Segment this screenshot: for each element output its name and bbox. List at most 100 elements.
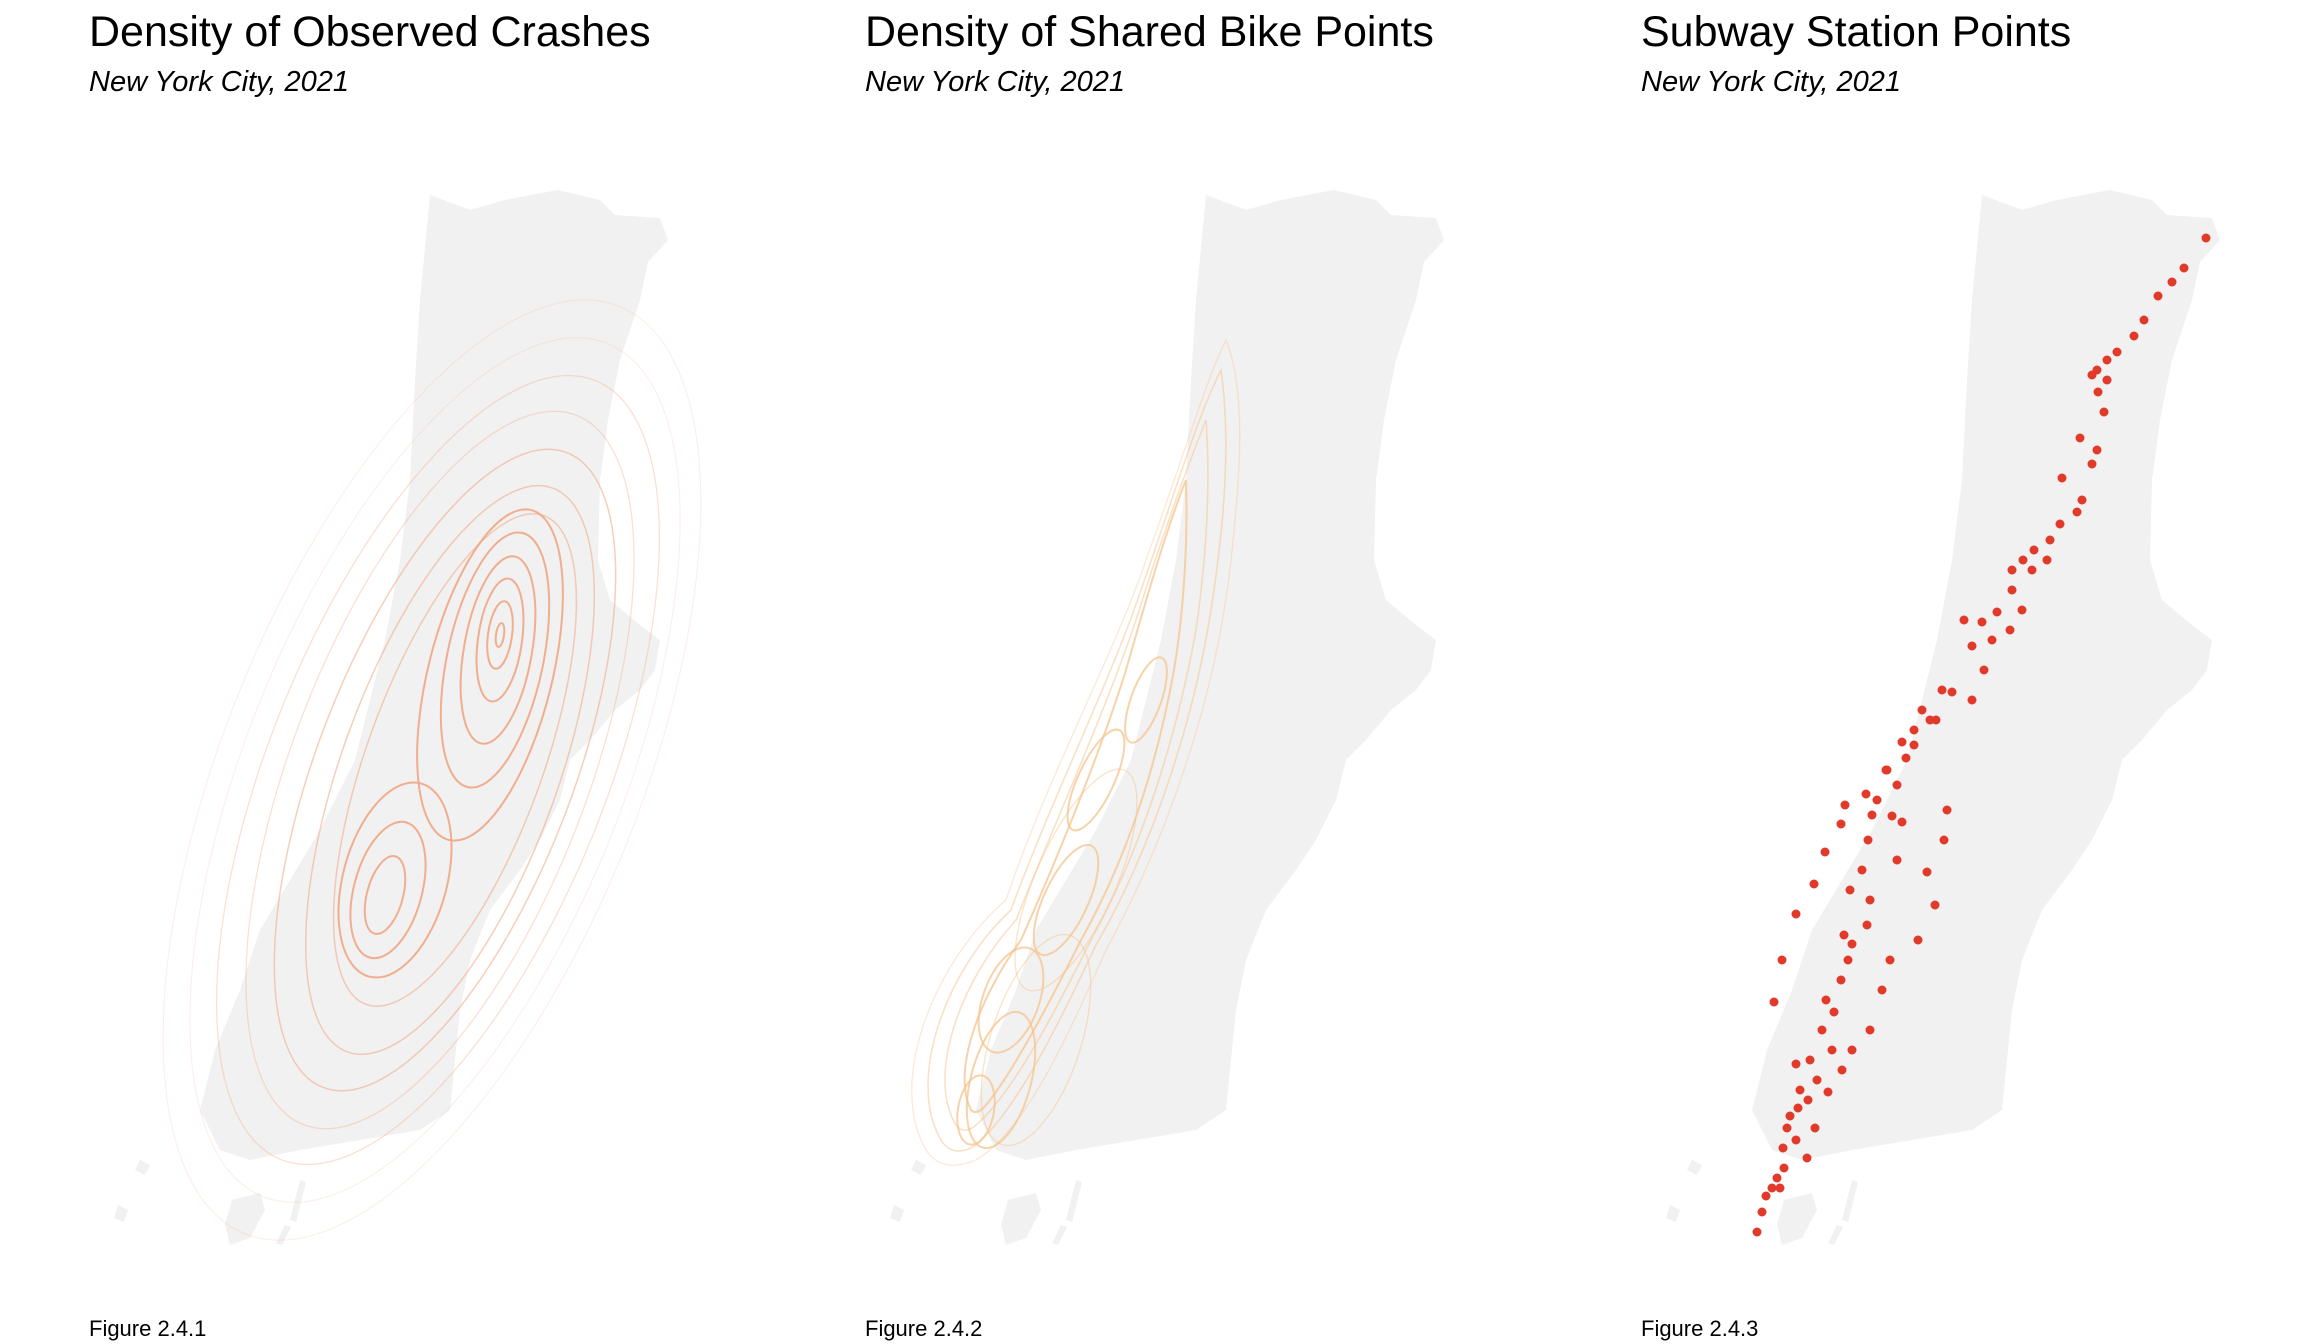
subway-station-point <box>1881 765 1891 775</box>
subway-station-point <box>1909 740 1919 750</box>
bike-density-panel: Density of Shared Bike Points New York C… <box>776 0 1544 1344</box>
subway-station-point <box>2179 263 2189 273</box>
subway-station-point <box>1892 780 1902 790</box>
subway-station-point <box>1836 819 1846 829</box>
figure-caption: Figure 2.4.2 <box>865 1316 983 1341</box>
subway-points-panel: Subway Station Points New York City, 202… <box>1552 0 2304 1344</box>
subway-station-point <box>1810 1123 1820 1133</box>
subway-station-point <box>1802 1153 1812 1163</box>
subway-station-point <box>1803 1095 1813 1105</box>
subway-station-point <box>1863 835 1873 845</box>
subway-station-point <box>1791 1059 1801 1069</box>
subway-station-point <box>1877 985 1887 995</box>
subway-station-point <box>1947 687 1957 697</box>
subway-station-point <box>1930 900 1940 910</box>
subway-station-point <box>1959 615 1969 625</box>
subway-station-point <box>1847 939 1857 949</box>
subway-station-point <box>1845 885 1855 895</box>
subway-station-point <box>1939 835 1949 845</box>
subway-station-point <box>1777 955 1787 965</box>
subway-station-point <box>1917 705 1927 715</box>
subway-station-point <box>1865 895 1875 905</box>
subway-station-point <box>1872 795 1882 805</box>
subway-station-point <box>1809 879 1819 889</box>
subway-station-point <box>2087 459 2097 469</box>
subway-station-point <box>1772 1173 1782 1183</box>
subway-station-point <box>2099 407 2109 417</box>
subway-station-point <box>1922 867 1932 877</box>
manhattan-landmass <box>1752 190 2220 1160</box>
subway-station-point <box>1847 1045 1857 1055</box>
subway-station-point <box>2029 545 2039 555</box>
panel-title: Density of Observed Crashes <box>89 8 651 56</box>
subway-station-point <box>1793 1103 1803 1113</box>
subway-station-point <box>1979 665 1989 675</box>
subway-station-point <box>1931 715 1941 725</box>
subway-station-point <box>1837 1065 1847 1075</box>
subway-station-point <box>2077 495 2087 505</box>
subway-station-point <box>2042 555 2052 565</box>
subway-station-point <box>1885 955 1895 965</box>
subway-station-point <box>2139 315 2149 325</box>
crash-density-map <box>114 190 702 1245</box>
subway-station-point <box>2075 433 2085 443</box>
subway-station-point <box>1752 1227 1762 1237</box>
subway-station-point <box>2092 445 2102 455</box>
subway-station-point <box>1829 1007 1839 1017</box>
subway-station-point <box>2007 585 2017 595</box>
subway-station-point <box>2007 565 2017 575</box>
islands <box>114 1160 306 1245</box>
subway-station-point <box>1840 800 1850 810</box>
panel-title: Density of Shared Bike Points <box>865 8 1434 56</box>
bike-density-map <box>890 190 1444 1245</box>
crash-density-panel: Density of Observed Crashes New York Cit… <box>0 0 768 1344</box>
subway-station-point <box>1785 1111 1795 1121</box>
panel-title: Subway Station Points <box>1641 8 2072 56</box>
subway-station-point <box>1857 865 1867 875</box>
subway-station-point <box>1791 1135 1801 1145</box>
subway-station-point <box>1897 737 1907 747</box>
panel-subtitle: New York City, 2021 <box>1641 66 1902 98</box>
subway-station-point <box>1767 1183 1777 1193</box>
subway-station-point <box>1987 635 1997 645</box>
subway-station-point <box>1865 1025 1875 1035</box>
bike-density-contours <box>911 338 1241 1166</box>
subway-station-point <box>1901 753 1911 763</box>
subway-station-point <box>1761 1191 1771 1201</box>
subway-station-point <box>1812 1075 1822 1085</box>
islands <box>1666 1160 1858 1245</box>
subway-station-point <box>2087 370 2097 380</box>
subway-station-point <box>1913 935 1923 945</box>
subway-station-point <box>1909 725 1919 735</box>
subway-station-point <box>1805 1055 1815 1065</box>
subway-station-point <box>2201 233 2211 243</box>
subway-station-point <box>2057 473 2067 483</box>
subway-station-point <box>2072 507 2082 517</box>
subway-station-point <box>2102 375 2112 385</box>
subway-station-point <box>2129 331 2139 341</box>
subway-station-point <box>1977 617 1987 627</box>
subway-station-point <box>2112 347 2122 357</box>
crash-density-contours <box>162 299 702 1241</box>
panel-subtitle: New York City, 2021 <box>89 66 350 98</box>
subway-station-point <box>1823 1087 1833 1097</box>
subway-station-point <box>2153 291 2163 301</box>
subway-station-point <box>1892 855 1902 865</box>
subway-station-point <box>1757 1207 1767 1217</box>
subway-station-point <box>1967 641 1977 651</box>
subway-station-point <box>1791 909 1801 919</box>
manhattan-landmass <box>976 190 1444 1160</box>
figure-caption: Figure 2.4.1 <box>89 1316 207 1341</box>
figure-caption: Figure 2.4.3 <box>1641 1316 1759 1341</box>
subway-station-point <box>1867 810 1877 820</box>
subway-station-point <box>2055 519 2065 529</box>
subway-station-point <box>1778 1143 1788 1153</box>
subway-station-point <box>2017 605 2027 615</box>
panel-subtitle: New York City, 2021 <box>865 66 1126 98</box>
subway-station-map <box>1666 190 2220 1245</box>
subway-station-point <box>1992 607 2002 617</box>
subway-station-point <box>1769 997 1779 1007</box>
subway-station-point <box>1897 817 1907 827</box>
subway-station-point <box>1821 995 1831 1005</box>
subway-station-points <box>1752 233 2211 1237</box>
